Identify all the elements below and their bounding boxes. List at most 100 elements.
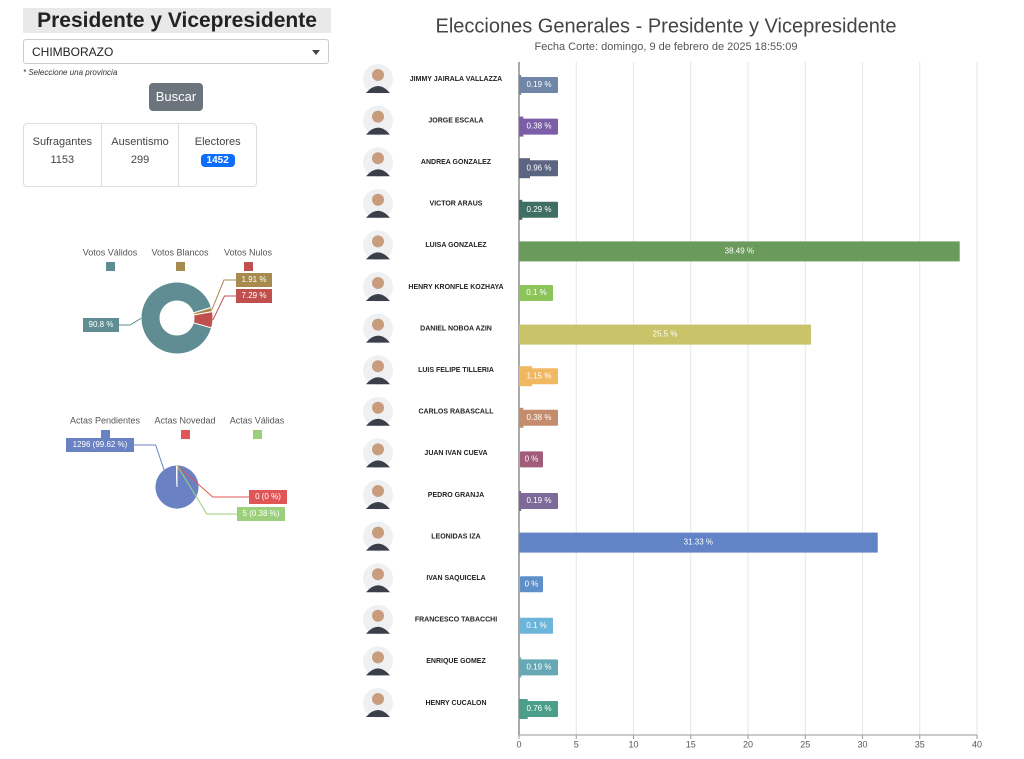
stat-label: Electores [194,136,241,148]
photo-head [372,110,384,123]
data-label: 1.91 % [242,275,267,284]
photo-head [372,693,384,705]
y-tick-label: JIMMY JAIRALA VALLAZZA [410,76,502,83]
legend-label: Votos Blancos [151,247,209,257]
data-label: 0.19 % [527,80,552,89]
candidate-photo [363,646,393,677]
leader-line [134,444,178,510]
photo-body [366,252,390,260]
data-label-box [520,451,543,468]
leader-line [119,317,142,326]
photo-body [366,710,390,717]
y-tick-label: ENRIQUE GOMEZ [426,658,486,665]
province-select[interactable]: CHIMBORAZO [23,39,329,64]
legend-label: Actas Novedad [154,415,215,425]
bar [519,241,960,262]
leader-line [176,464,249,498]
hint: * Seleccione una provincia [23,68,118,77]
candidate-photo [363,355,393,386]
data-label-box [236,289,272,303]
bar [519,283,521,303]
data-label-box [520,77,558,93]
data-label-box [520,160,558,177]
x-tick-label: 20 [743,739,753,749]
y-tick-label: LUISA GONZALEZ [425,242,487,249]
photo-body [366,418,390,426]
y-tick-label: VICTOR ARAUS [430,201,483,208]
candidate-photo [363,396,393,427]
y-tick-label: HENRY CUCALON [425,700,486,707]
legend-label: Actas Pendientes [70,415,141,425]
stat-value-row: 1452 [179,148,256,167]
y-tick-label: JORGE ESCALA [428,117,483,124]
stat-value: 1153 [50,154,75,166]
data-label: 25.5 % [653,330,678,339]
x-tick-label: 5 [574,739,579,749]
data-label-box [237,507,285,521]
candidate-photo [363,105,393,136]
legend-label: Actas Válidas [230,415,285,425]
photo-body [366,335,390,343]
data-label: 0.19 % [527,496,552,505]
photo-body [366,294,390,301]
photo-head [372,485,384,497]
y-tick-label: LUIS FELIPE TILLERIA [418,367,494,374]
caret [312,50,320,55]
legend-swatch [181,430,190,439]
photo-head [372,277,384,289]
data-label-box [249,490,287,504]
data-label-box [520,118,558,135]
stat-value: 299 [130,154,150,166]
photo-body [366,169,390,177]
photo-body [366,668,390,676]
pie-slice [192,311,214,329]
data-label: 0.38 % [527,122,552,131]
x-tick-label: 35 [915,739,925,749]
candidate-photo [363,64,393,94]
chart-subtitle: Fecha Corte: domingo, 9 de febrero de 20… [535,41,798,53]
photo-head [372,526,384,539]
candidate-photo [363,230,393,261]
stat-cell: Ausentismo 299 [102,124,180,186]
legend-swatch [106,262,115,271]
photo-head [372,443,384,456]
photo-body [366,127,390,135]
y-tick-label: IVAN SAQUICELA [426,575,485,582]
stat-label: Sufragantes [32,136,92,148]
x-tick-label: 15 [686,739,696,749]
candidate-photo [363,563,393,594]
y-tick-label: CARLOS RABASCALL [418,409,494,416]
data-label: 31.33 % [684,538,713,547]
data-label-box [66,438,134,452]
legend-label: Votos Nulos [224,247,273,257]
y-tick-label: LEONIDAS IZA [431,533,480,540]
data-label: 0 % [525,579,539,588]
search-button[interactable]: Buscar [149,83,203,111]
data-label: 0 % [525,455,539,464]
data-label: 1296 (99.62 %) [73,440,128,449]
candidate-photo [363,521,393,552]
leader-line [176,464,237,515]
data-label: 0.29 % [527,205,552,214]
data-label: 7.29 % [242,291,267,300]
data-label-box [520,493,558,509]
x-tick-label: 0 [516,739,521,749]
data-label-box [520,201,558,218]
stat-cell: Sufragantes 1153 [24,124,102,186]
data-label: 0.19 % [527,663,552,672]
data-label-box [520,409,558,426]
legend-swatch [101,430,110,439]
bar [519,324,811,345]
leader-line [212,295,236,321]
x-tick-label: 10 [628,739,638,749]
y-tick-label: DANIEL NOBOA AZIN [420,325,492,332]
data-label-box [520,701,558,717]
photo-head [372,193,384,206]
pie-slice [140,281,213,355]
photo-head [372,69,384,81]
candidate-photo [363,480,393,510]
data-label-box [83,318,119,332]
photo-head [372,235,384,248]
candidate-photo [363,272,393,302]
